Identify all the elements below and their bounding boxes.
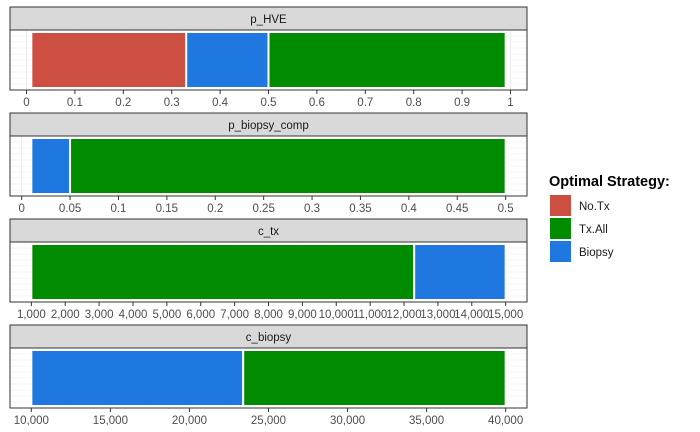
x-tick-label: 10,000 <box>319 309 354 321</box>
x-tick-label: 0.1 <box>67 97 83 109</box>
bar-segment-tx-all <box>267 31 507 89</box>
x-tick-label: 9,000 <box>288 309 317 321</box>
x-tick-label: 0.1 <box>110 203 126 215</box>
panel-border <box>9 135 528 197</box>
x-tick-label: 12,000 <box>386 309 421 321</box>
x-tick-label: 0.5 <box>498 203 514 215</box>
x-tick-label: 40,000 <box>488 415 523 427</box>
facet-strip-label: p_HVE <box>250 14 287 26</box>
x-tick-label: 5,000 <box>152 309 181 321</box>
legend-title: Optimal Strategy: <box>549 174 670 190</box>
x-tick-label: 0.3 <box>304 203 320 215</box>
x-tick-label: 0.4 <box>212 97 229 109</box>
x-tick-label: 0.4 <box>401 203 418 215</box>
x-tick-label: 11,000 <box>353 309 387 321</box>
x-tick-label: 10,000 <box>14 415 49 427</box>
x-tick-label: 4,000 <box>119 309 148 321</box>
x-tick-label: 7,000 <box>220 309 249 321</box>
bar-segment-tx-all <box>69 137 507 195</box>
x-tick-label: 0.6 <box>309 97 325 109</box>
x-tick-label: 0.15 <box>156 203 178 215</box>
facet-panel: c_biopsy 10,000 15,000 20,000 25,000 30,000 35… <box>9 324 528 427</box>
x-tick-label: 0.2 <box>207 203 223 215</box>
x-tick-label: 0.25 <box>252 203 274 215</box>
bar-segment-biopsy <box>30 349 245 407</box>
x-tick-label: 1 <box>507 97 513 109</box>
legend-label: No.Tx <box>579 201 610 213</box>
legend-key-swatch <box>550 195 571 216</box>
x-tick-label: 0.45 <box>446 203 468 215</box>
x-tick-label: 0.5 <box>261 97 277 109</box>
legend: Optimal Strategy: No.Tx Tx.All Biopsy <box>549 174 670 262</box>
x-tick-label: 14,000 <box>454 309 489 321</box>
x-tick-label: 25,000 <box>251 415 286 427</box>
facet-strip-label: c_biopsy <box>246 332 292 344</box>
x-tick-label: 1,000 <box>17 309 46 321</box>
bar-segment-biopsy <box>30 137 72 195</box>
x-tick-label: 0.9 <box>454 97 470 109</box>
x-tick-label: 3,000 <box>85 309 114 321</box>
x-tick-label: 0.2 <box>115 97 131 109</box>
x-tick-label: 13,000 <box>420 309 455 321</box>
x-tick-label: 2,000 <box>51 309 80 321</box>
legend-key-swatch <box>550 218 571 239</box>
x-tick-label: 0.05 <box>59 203 81 215</box>
legend-label: Tx.All <box>579 224 608 236</box>
x-tick-label: 0.7 <box>357 97 373 109</box>
bar-segment-tx-all <box>242 349 507 407</box>
x-tick-label: 15,000 <box>93 415 128 427</box>
legend-key-swatch <box>550 241 571 262</box>
facet-panels: p_HVE 0 0.1 0.2 0.3 0.4 0.5 0.6 0.7 0.8 0.9 1 p_biop… <box>9 6 528 427</box>
x-tick-label: 6,000 <box>186 309 215 321</box>
x-tick-label: 0.3 <box>164 97 180 109</box>
legend-label: Biopsy <box>579 247 614 259</box>
x-tick-label: 20,000 <box>172 415 207 427</box>
facet-panel: p_biopsy_comp 0 0.05 0.1 0.15 0.2 0.25 0.3 0.35 0… <box>9 112 528 215</box>
x-tick-label: 0 <box>23 97 29 109</box>
bar-segment-biopsy <box>185 31 270 89</box>
x-tick-label: 35,000 <box>409 415 444 427</box>
x-tick-label: 0 <box>18 203 24 215</box>
facet-strip-label: p_biopsy_comp <box>228 120 309 132</box>
x-tick-label: 0.35 <box>349 203 371 215</box>
facet-panel: c_tx 1,000 2,000 3,000 4,000 5,000 6,000 7,000 8… <box>9 218 528 321</box>
facet-strip-label: c_tx <box>258 226 279 238</box>
x-tick-label: 15,000 <box>488 309 523 321</box>
bar-segment-tx-all <box>30 243 416 301</box>
x-tick-label: 0.8 <box>406 97 422 109</box>
x-tick-label: 30,000 <box>330 415 365 427</box>
bar-segment-biopsy <box>413 243 507 301</box>
x-tick-label: 8,000 <box>254 309 283 321</box>
facet-panel: p_HVE 0 0.1 0.2 0.3 0.4 0.5 0.6 0.7 0.8 0.9 1 <box>9 6 528 109</box>
bar-segment-no-tx <box>30 31 188 89</box>
